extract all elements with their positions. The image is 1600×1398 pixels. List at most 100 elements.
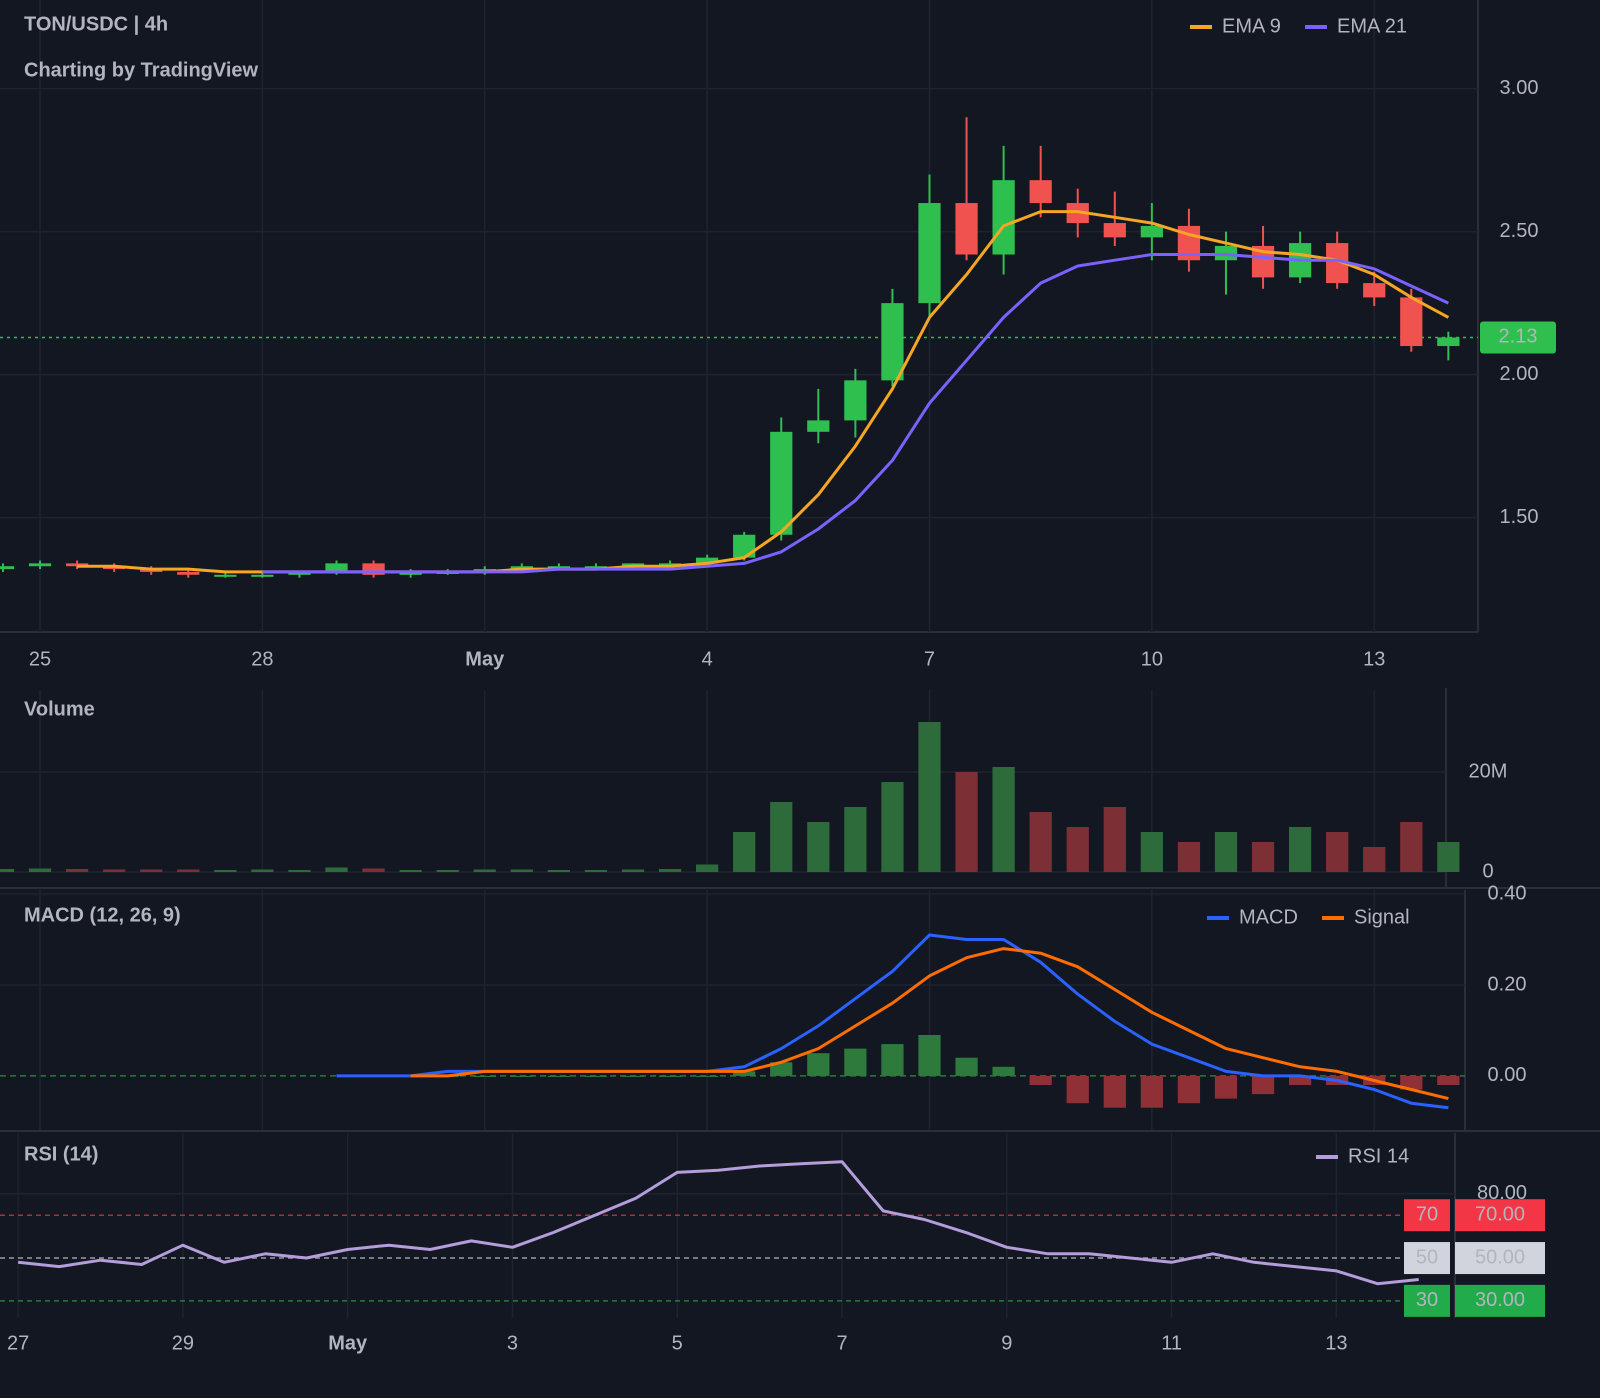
- x-tick-label: May: [328, 1332, 368, 1354]
- candle-body: [1251, 245, 1275, 278]
- volume-bar: [28, 868, 52, 872]
- legend-label: EMA 9: [1222, 15, 1281, 37]
- histogram-bar: [473, 1075, 496, 1077]
- y-tick-label: 0.00: [1488, 1064, 1527, 1086]
- candle-body: [177, 571, 200, 575]
- last-price-label: 2.13: [1499, 326, 1538, 348]
- volume-bar: [1363, 847, 1386, 872]
- candle-body: [1400, 297, 1423, 347]
- x-tick-label: 27: [7, 1332, 29, 1354]
- level-label: 70: [1416, 1204, 1438, 1226]
- pane-title: RSI (14): [24, 1143, 98, 1165]
- candle-body: [325, 563, 348, 572]
- x-tick-label: 7: [924, 648, 935, 670]
- candle-body: [1140, 225, 1163, 238]
- volume-bar: [399, 870, 422, 872]
- histogram-bar: [584, 1075, 608, 1077]
- candle-body: [251, 574, 274, 577]
- histogram-bar: [1103, 1075, 1126, 1108]
- volume-bar: [955, 772, 978, 872]
- x-tick-label: 29: [172, 1332, 194, 1354]
- histogram-bar: [1066, 1075, 1089, 1104]
- histogram-bar: [770, 1062, 793, 1076]
- x-tick-label: 13: [1363, 648, 1385, 670]
- volume-bar: [1437, 842, 1460, 872]
- candle-body: [1363, 283, 1386, 298]
- candle-body: [696, 557, 719, 564]
- histogram-bar: [1177, 1075, 1201, 1104]
- volume-bar: [1029, 812, 1052, 872]
- level-axis-label: 70.00: [1475, 1204, 1525, 1226]
- volume-bar: [1140, 832, 1163, 872]
- candle-body: [1437, 337, 1460, 347]
- candle-body: [214, 574, 237, 577]
- legend-label: EMA 21: [1337, 15, 1407, 37]
- volume-bar: [1288, 827, 1312, 872]
- volume-bar: [214, 870, 237, 872]
- volume-bar: [140, 869, 163, 872]
- histogram-bar: [696, 1075, 719, 1077]
- volume-bar: [844, 807, 867, 872]
- volume-bar: [807, 822, 830, 872]
- candle-body: [881, 303, 904, 381]
- y-tick-label: 80.00: [1477, 1182, 1527, 1204]
- y-tick-label: 0.20: [1488, 973, 1527, 995]
- pane-title: MACD (12, 26, 9): [24, 904, 181, 926]
- histogram-bar: [1251, 1075, 1275, 1095]
- volume-bar: [1103, 807, 1126, 872]
- x-tick-label: 5: [672, 1332, 683, 1354]
- level-axis-box: [1455, 1242, 1545, 1275]
- histogram-bar: [1437, 1075, 1460, 1085]
- x-tick-label: 11: [1161, 1332, 1182, 1354]
- volume-bar: [547, 870, 571, 872]
- volume-bar: [103, 869, 126, 872]
- series-line: [17, 1160, 1419, 1286]
- candle-body: [28, 563, 52, 567]
- volume-bar: [362, 868, 385, 872]
- level-axis-box: [1455, 1284, 1545, 1317]
- candle-body: [658, 563, 682, 566]
- series-line: [410, 947, 1449, 1101]
- candle-body: [1029, 180, 1052, 204]
- volume-bar: [1214, 832, 1238, 872]
- candle-body: [0, 566, 15, 570]
- histogram-bar: [547, 1075, 571, 1077]
- histogram-bar: [733, 1071, 756, 1076]
- volume-bar: [473, 869, 496, 872]
- level-box: [1404, 1284, 1450, 1317]
- y-tick-label: 20M: [1469, 760, 1508, 782]
- histogram-bar: [510, 1075, 533, 1077]
- subtitle: Charting by TradingView: [24, 59, 259, 81]
- histogram-bar: [658, 1075, 682, 1077]
- x-tick-label: 9: [1001, 1332, 1012, 1354]
- candle-body: [547, 566, 571, 569]
- level-axis-box: [1455, 1199, 1545, 1232]
- candle-body: [1326, 243, 1349, 284]
- volume-bar: [1400, 822, 1423, 872]
- histogram-bar: [1140, 1075, 1163, 1108]
- legend-label: Signal: [1354, 906, 1410, 928]
- level-label: 50: [1416, 1246, 1438, 1268]
- histogram-bar: [844, 1048, 867, 1076]
- y-tick-label: 2.00: [1500, 363, 1539, 385]
- legend-label: RSI 14: [1348, 1145, 1409, 1167]
- volume-bar: [325, 867, 348, 872]
- candle-body: [1103, 223, 1126, 238]
- x-tick-label: 10: [1141, 648, 1163, 670]
- volume-bar: [696, 864, 719, 872]
- y-tick-label: 3.00: [1500, 77, 1539, 99]
- candle-body: [807, 420, 830, 432]
- volume-bar: [992, 767, 1015, 872]
- pane-title: Volume: [24, 698, 95, 720]
- candle-body: [844, 380, 867, 421]
- volume-bar: [621, 869, 645, 872]
- y-tick-label: 2.50: [1500, 220, 1539, 242]
- candle-body: [65, 563, 89, 567]
- candle-body: [992, 180, 1015, 255]
- candle-body: [584, 566, 608, 569]
- legend-label: MACD: [1239, 906, 1298, 928]
- pane-title: TON/USDC | 4h: [24, 13, 168, 35]
- histogram-bar: [881, 1044, 904, 1076]
- volume-bar: [1251, 842, 1275, 872]
